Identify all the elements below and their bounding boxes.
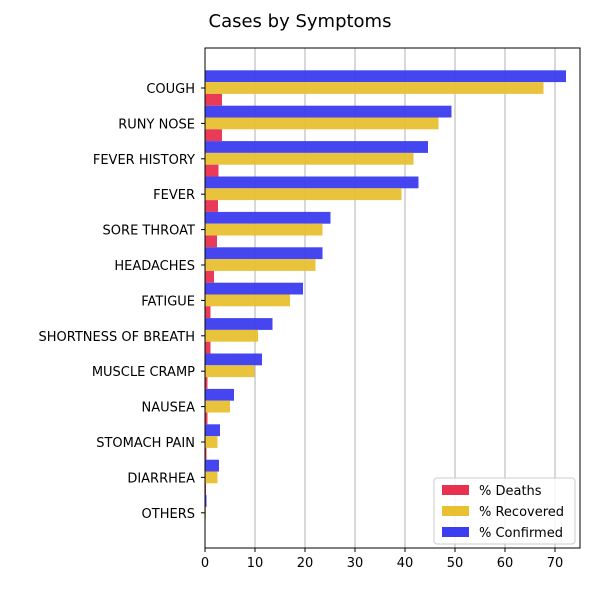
bar-pct-recovered [205, 436, 218, 448]
legend-swatch-pct-deaths [442, 485, 469, 495]
plot-frame [204, 47, 581, 549]
y-tick-label: HEADACHES [114, 259, 195, 274]
bar-pct-deaths [205, 306, 211, 319]
y-tick-label: DIARRHEA [127, 471, 195, 486]
bar-pct-recovered [205, 188, 402, 201]
bar-pct-recovered [205, 471, 218, 484]
bar-pct-confirmed [205, 318, 273, 330]
y-tick-label: NAUSEA [142, 401, 196, 416]
y-tick-label: RUNY NOSE [118, 117, 195, 132]
gridlines [254, 48, 556, 548]
bar-pct-confirmed [205, 495, 207, 507]
legend-swatch-pct-confirmed [442, 527, 469, 537]
y-tick-label: FATIGUE [141, 294, 195, 309]
bar-pct-deaths [205, 341, 211, 354]
x-tick-label: 10 [247, 556, 264, 571]
bar-pct-confirmed [205, 141, 428, 153]
x-tick-label: 20 [297, 556, 314, 571]
legend: % Deaths % Recovered % Confirmed [433, 477, 576, 545]
bar-pct-deaths [205, 377, 208, 389]
y-axis: COUGH RUNY NOSE FEVER HISTORY FEVER SORE THR… [39, 82, 205, 522]
bar-pct-recovered [205, 117, 439, 130]
y-tick-label: STOMACH PAIN [96, 436, 195, 451]
bar-pct-deaths [205, 200, 218, 212]
bar-pct-recovered [205, 329, 258, 342]
x-axis: 0 10 20 30 40 50 60 70 [201, 548, 563, 571]
x-tick-label: 0 [201, 556, 209, 571]
bar-pct-confirmed [205, 211, 331, 224]
bars [205, 70, 566, 531]
bar-pct-deaths [205, 447, 207, 460]
bar-pct-confirmed [205, 424, 220, 437]
legend-label-pct-deaths: % Deaths [479, 484, 542, 499]
x-tick-label: 40 [397, 556, 414, 571]
bar-pct-confirmed [205, 388, 234, 401]
y-tick-label: MUSCLE CRAMP [92, 365, 195, 380]
bar-pct-confirmed [205, 282, 303, 295]
bar-pct-confirmed [205, 70, 566, 83]
bar-pct-confirmed [205, 459, 219, 472]
bar-pct-deaths [205, 235, 217, 248]
bar-pct-deaths [205, 129, 222, 142]
bar-pct-confirmed [205, 353, 262, 366]
x-tick-label: 50 [447, 556, 464, 571]
legend-box [433, 477, 576, 545]
bar-pct-deaths [205, 412, 208, 425]
bar-pct-recovered [205, 259, 316, 271]
bar-pct-deaths [205, 270, 214, 283]
chart-title: Cases by Symptoms [209, 11, 392, 32]
bar-pct-recovered [205, 294, 290, 307]
y-tick-label: COUGH [146, 82, 195, 97]
bar-pct-deaths [205, 93, 222, 106]
bar-pct-recovered [205, 223, 323, 236]
legend-label-pct-confirmed: % Confirmed [479, 526, 563, 541]
y-tick-label: OTHERS [142, 507, 195, 522]
bar-pct-recovered [205, 82, 544, 94]
bar-pct-recovered [205, 400, 230, 413]
y-tick-label: SHORTNESS OF BREATH [39, 330, 195, 345]
bar-pct-confirmed [205, 176, 419, 189]
y-tick-label: FEVER HISTORY [93, 153, 195, 168]
bar-pct-recovered [205, 365, 255, 378]
x-tick-label: 70 [547, 556, 564, 571]
y-tick-label: FEVER [153, 188, 195, 203]
bar-pct-confirmed [205, 105, 452, 118]
bar-pct-confirmed [205, 247, 323, 260]
y-tick-label: SORE THROAT [103, 224, 196, 239]
bar-pct-recovered [205, 152, 414, 165]
bar-pct-deaths [205, 164, 219, 177]
x-tick-label: 30 [347, 556, 364, 571]
legend-label-pct-recovered: % Recovered [479, 505, 564, 520]
legend-swatch-pct-recovered [442, 506, 469, 516]
x-tick-label: 60 [497, 556, 514, 571]
